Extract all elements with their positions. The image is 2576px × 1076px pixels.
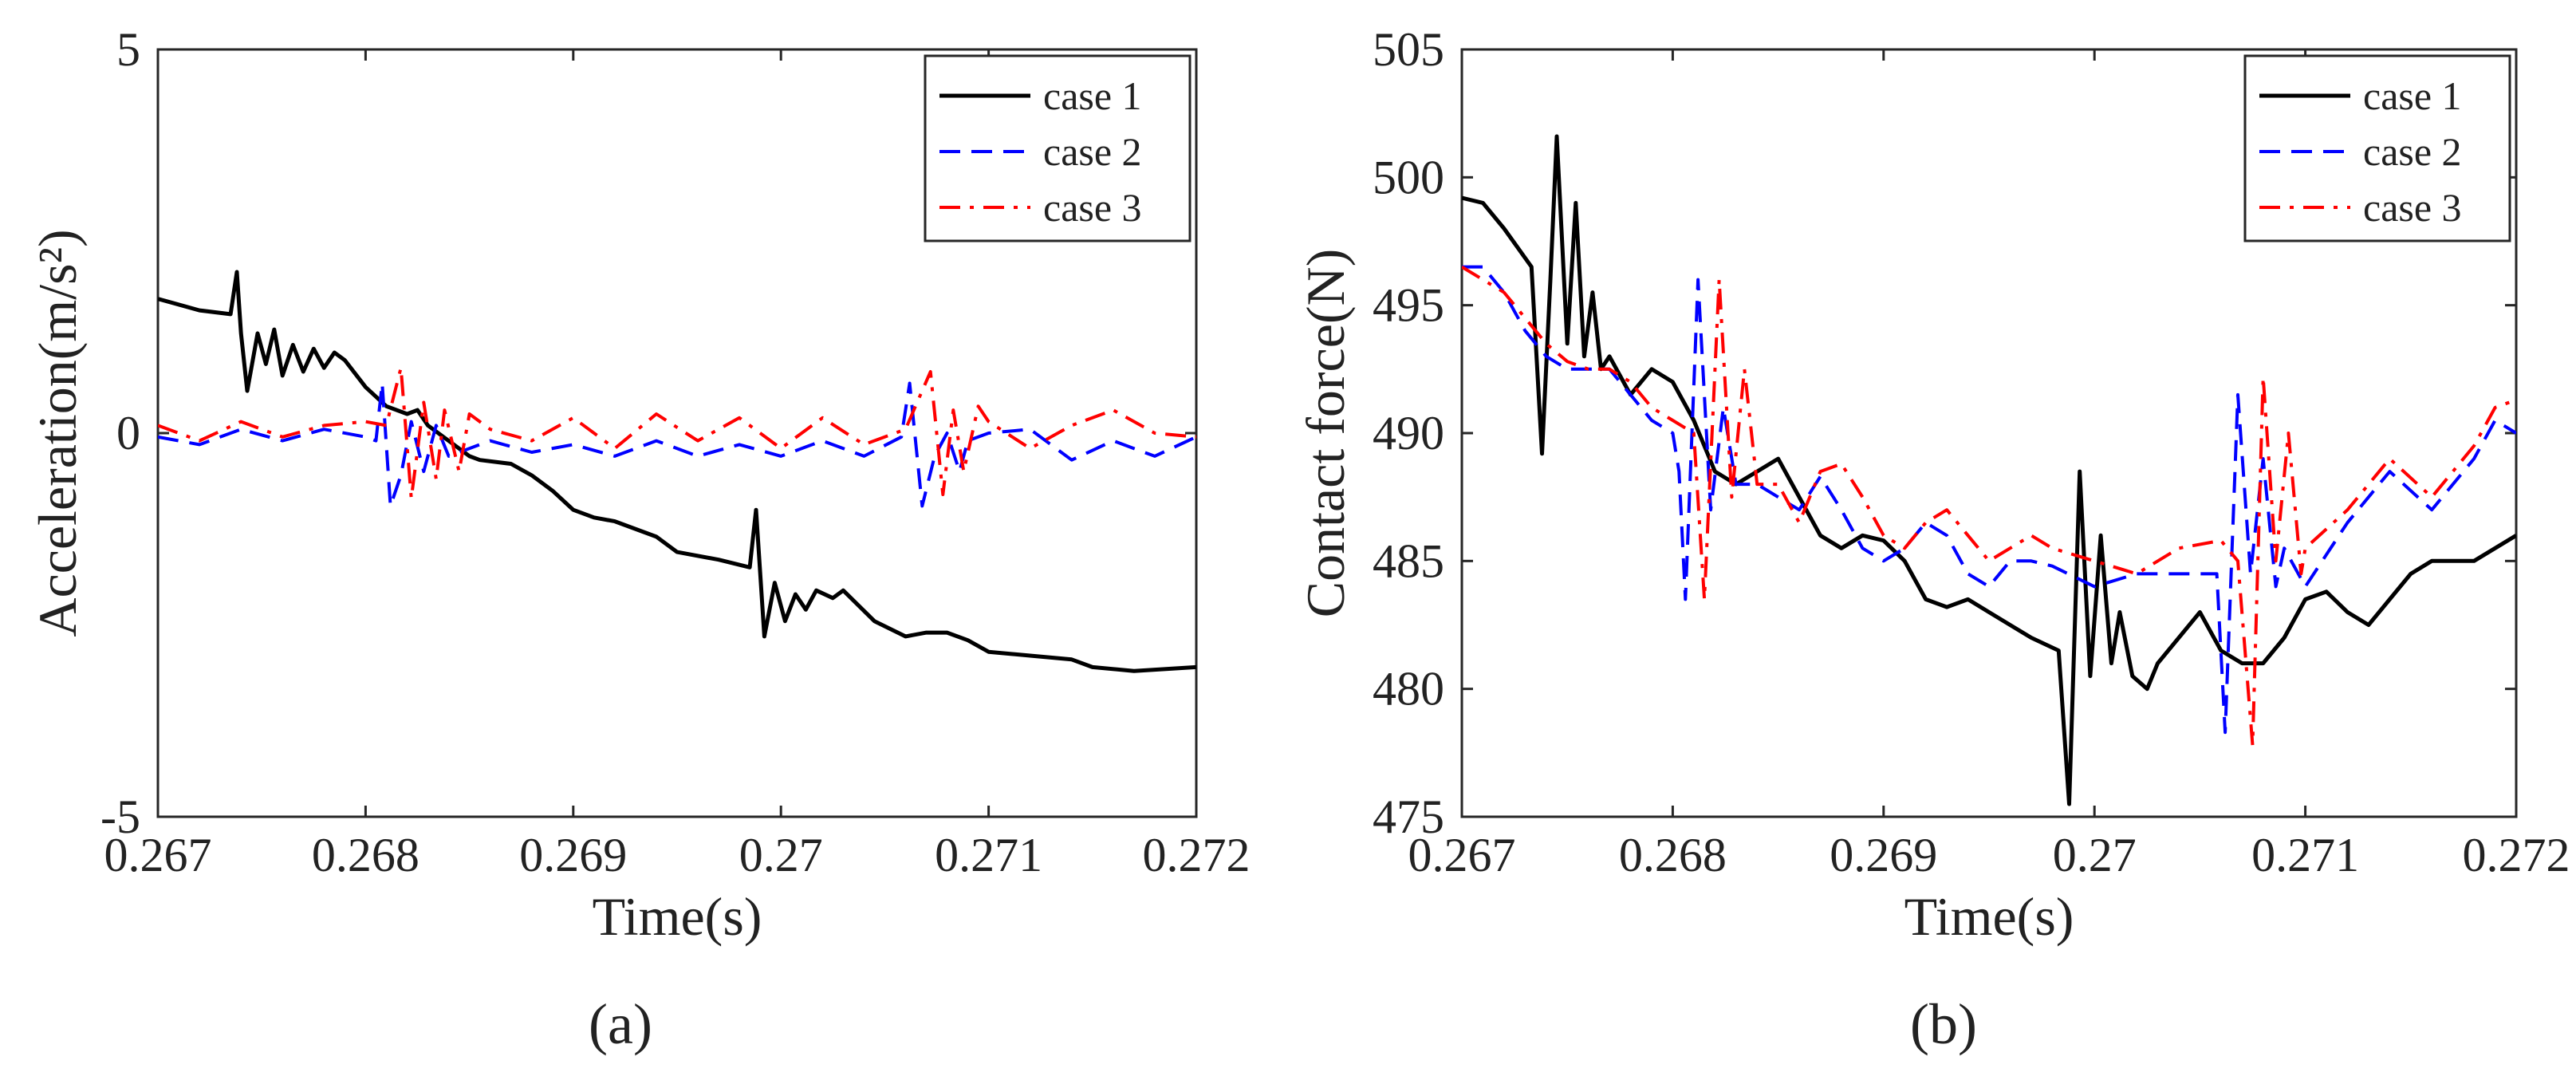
x-tick-label: 0.272 — [1143, 829, 1251, 881]
series-group — [1462, 134, 2516, 806]
legend-label-case-3: case 3 — [2363, 185, 2462, 230]
y-tick-label: 5 — [116, 23, 140, 76]
chart-panel-1: 0.267 0.268 0.269 0.27 0.271 0.272 -5 0 5 Time(s)… — [27, 23, 1251, 1056]
x-tick-label: 0.27 — [2053, 829, 2137, 881]
x-tick-label: 0.271 — [935, 829, 1042, 881]
x-tick-label: 0.271 — [2251, 829, 2359, 881]
x-tick-label: 0.27 — [739, 829, 823, 881]
y-axis-label: Acceleration(m/s²) — [27, 229, 88, 637]
y-tick-label: 500 — [1373, 151, 1444, 203]
legend: case 1 case 2 case 3 — [2243, 54, 2511, 242]
x-tick-label: 0.268 — [1619, 829, 1727, 881]
legend: case 1 case 2 case 3 — [924, 54, 1191, 242]
x-tick-label: 0.267 — [1408, 829, 1516, 881]
subfigure-label: (b) — [1910, 992, 1977, 1056]
series-line-case-2 — [1462, 265, 2516, 735]
y-tick-label: 480 — [1373, 663, 1444, 715]
legend-label-case-2: case 2 — [2363, 129, 2462, 174]
series-group — [158, 270, 1196, 673]
series-line-case-3 — [158, 366, 1196, 500]
chart-panel-2: 0.267 0.268 0.269 0.27 0.271 0.272 475 480 485 49… — [1295, 23, 2570, 1056]
x-tick-label: 0.269 — [519, 829, 627, 881]
x-tick-label: 0.269 — [1830, 829, 1937, 881]
y-axis-label: Contact force(N) — [1295, 249, 1356, 618]
x-tick-label: 0.272 — [2463, 829, 2570, 881]
x-tick-label: 0.268 — [312, 829, 419, 881]
y-tick-label: 475 — [1373, 790, 1444, 843]
x-axis-label: Time(s) — [1904, 886, 2074, 947]
series-line-case-1 — [158, 270, 1196, 673]
y-tick-label: 485 — [1373, 534, 1444, 587]
series-line-case-1 — [1462, 134, 2516, 806]
series-line-case-2 — [158, 381, 1196, 508]
legend-label-case-3: case 3 — [1043, 185, 1142, 230]
subfigure-label: (a) — [589, 992, 652, 1056]
legend-box — [924, 54, 1191, 242]
y-tick-label: -5 — [100, 790, 140, 843]
x-axis-label: Time(s) — [593, 886, 762, 947]
y-tick-label: 0 — [116, 407, 140, 459]
legend-box — [2243, 54, 2511, 242]
legend-label-case-1: case 1 — [2363, 73, 2462, 118]
legend-label-case-1: case 1 — [1043, 73, 1142, 118]
y-tick-label: 505 — [1373, 23, 1444, 76]
legend-label-case-2: case 2 — [1043, 129, 1142, 174]
y-tick-label: 495 — [1373, 279, 1444, 332]
series-line-case-3 — [1462, 265, 2516, 747]
x-tick-label: 0.267 — [104, 829, 212, 881]
y-tick-label: 490 — [1373, 407, 1444, 459]
